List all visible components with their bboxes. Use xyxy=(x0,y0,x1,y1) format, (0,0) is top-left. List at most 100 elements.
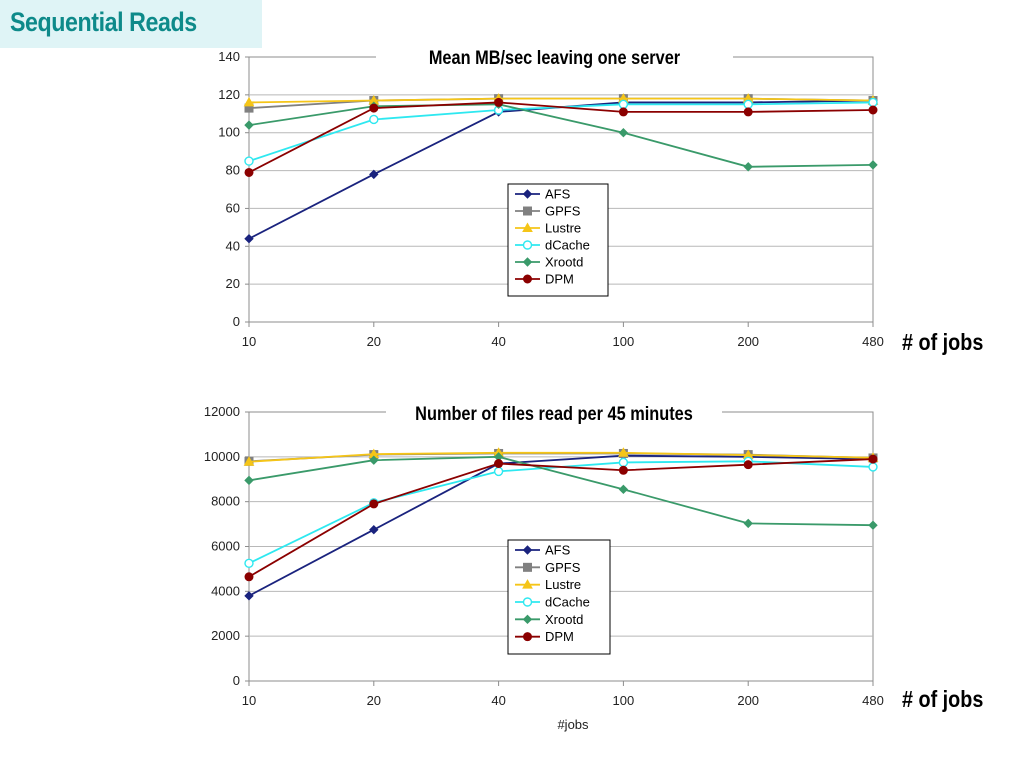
chart-files-read-per-45-minutes: 0 2000 4000 6000 8000 10000 12000 10 20 40 100 200 4… xyxy=(204,398,884,732)
legend: AFS GPFS Lustre dCache Xrootd DPM xyxy=(507,183,609,297)
chart-mean-mb-per-sec: 0 20 40 60 80 100 120 140 10 20 40 100 200 480 Mean MB… xyxy=(218,43,884,349)
y-tick-label: 120 xyxy=(218,87,240,102)
legend-marker-xrootd xyxy=(522,257,533,267)
data-point-dpm xyxy=(244,167,254,177)
slide-title: Sequential Reads xyxy=(10,7,197,37)
data-point-xrootd xyxy=(868,520,878,530)
legend-marker-gpfs xyxy=(523,206,532,216)
legend-label-gpfs: GPFS xyxy=(545,560,581,575)
chart-title: Mean MB/sec leaving one server xyxy=(429,47,680,68)
data-point-afs xyxy=(369,524,379,535)
series-line-afs xyxy=(248,454,874,597)
data-point-dcache xyxy=(244,156,254,166)
data-point-afs xyxy=(244,591,254,601)
x-tick-label: 20 xyxy=(367,334,381,349)
legend-label-dcache: dCache xyxy=(545,238,590,253)
data-point-xrootd xyxy=(868,160,878,170)
legend-marker-afs xyxy=(522,189,533,199)
x-tick-label: 40 xyxy=(491,334,505,349)
data-point-xrootd xyxy=(244,475,254,486)
data-point-afs xyxy=(244,234,254,244)
legend-label-xrootd: Xrootd xyxy=(545,612,583,627)
data-point-dpm xyxy=(369,499,379,509)
series-line-dpm xyxy=(248,101,874,174)
legend-label-gpfs: GPFS xyxy=(545,204,581,219)
data-point-dcache xyxy=(493,466,504,477)
y-tick-label: 0 xyxy=(233,673,240,688)
data-point-xrootd xyxy=(743,518,753,529)
x-tick-label: 100 xyxy=(613,334,635,349)
data-point-xrootd xyxy=(244,120,254,130)
series-dpm xyxy=(244,454,878,582)
chart-title-background xyxy=(376,43,733,71)
series-line-xrootd xyxy=(248,103,874,168)
legend-marker-gpfs xyxy=(523,562,532,572)
legend-marker-dcache xyxy=(522,240,533,250)
data-point-dpm xyxy=(618,465,628,475)
data-point-lustre xyxy=(243,456,255,466)
legend-label-lustre: Lustre xyxy=(545,221,581,236)
data-point-xrootd xyxy=(743,162,753,172)
x-axis-label: #jobs xyxy=(557,717,589,732)
series-line-xrootd xyxy=(248,455,874,527)
y-tick-label: 80 xyxy=(226,163,240,178)
data-point-dcache xyxy=(618,99,629,110)
data-point-dcache xyxy=(868,462,878,472)
y-tick-label: 6000 xyxy=(211,539,240,554)
x-tick-label: 200 xyxy=(737,693,759,708)
y-tick-label: 8000 xyxy=(211,494,240,509)
x-tick-label: 100 xyxy=(613,693,635,708)
y-tick-label: 12000 xyxy=(204,404,240,419)
y-tick-label: 4000 xyxy=(211,583,240,598)
legend-marker-dpm xyxy=(523,274,532,284)
data-point-dpm xyxy=(494,459,504,469)
series-dpm xyxy=(244,97,878,177)
x-tick-label: 10 xyxy=(242,334,256,349)
x-tick-label: 20 xyxy=(367,693,381,708)
data-point-dcache xyxy=(868,97,878,108)
legend-label-xrootd: Xrootd xyxy=(545,255,583,270)
legend-label-lustre: Lustre xyxy=(545,577,581,592)
series-line-lustre xyxy=(248,97,874,104)
x-tick-label: 10 xyxy=(242,693,256,708)
legend-marker-dpm xyxy=(523,632,532,642)
y-tick-label: 2000 xyxy=(211,628,240,643)
data-point-dpm xyxy=(868,454,878,464)
data-point-dcache xyxy=(369,114,379,125)
y-tick-label: 40 xyxy=(226,238,240,253)
series-line-dpm xyxy=(248,458,874,578)
data-point-xrootd xyxy=(618,484,629,495)
data-point-dcache xyxy=(743,99,753,110)
series-line-lustre xyxy=(248,451,874,463)
data-point-lustre xyxy=(618,447,629,457)
data-point-dcache xyxy=(244,558,254,569)
data-point-dpm xyxy=(868,105,878,115)
data-point-dpm xyxy=(618,107,628,117)
data-point-lustre xyxy=(243,96,255,107)
legend-marker-xrootd xyxy=(522,614,533,625)
legend-marker-dcache xyxy=(522,597,533,607)
data-point-xrootd xyxy=(369,455,379,465)
data-point-afs xyxy=(369,169,379,180)
y-tick-label: 60 xyxy=(226,200,240,215)
y-tick-label: 0 xyxy=(233,314,240,329)
legend-marker-lustre xyxy=(522,222,533,232)
data-point-dpm xyxy=(369,103,379,113)
x-tick-label: 480 xyxy=(862,693,884,708)
y-tick-label: 10000 xyxy=(204,449,240,464)
x-axis-side-label-top: # of jobs xyxy=(902,329,984,355)
slide-title-box xyxy=(0,0,262,48)
x-tick-label: 480 xyxy=(862,334,884,349)
series-xrootd xyxy=(244,452,878,530)
data-point-dpm xyxy=(244,572,254,582)
x-tick-label: 40 xyxy=(491,693,505,708)
legend-label-dpm: DPM xyxy=(545,272,574,287)
legend-label-dpm: DPM xyxy=(545,629,574,644)
chart-title: Number of files read per 45 minutes xyxy=(415,403,693,424)
y-tick-label: 20 xyxy=(226,276,240,291)
legend-label-afs: AFS xyxy=(545,187,571,202)
legend-marker-lustre xyxy=(522,579,533,589)
data-point-xrootd xyxy=(618,128,629,138)
x-axis-side-label-bottom: # of jobs xyxy=(902,686,984,712)
